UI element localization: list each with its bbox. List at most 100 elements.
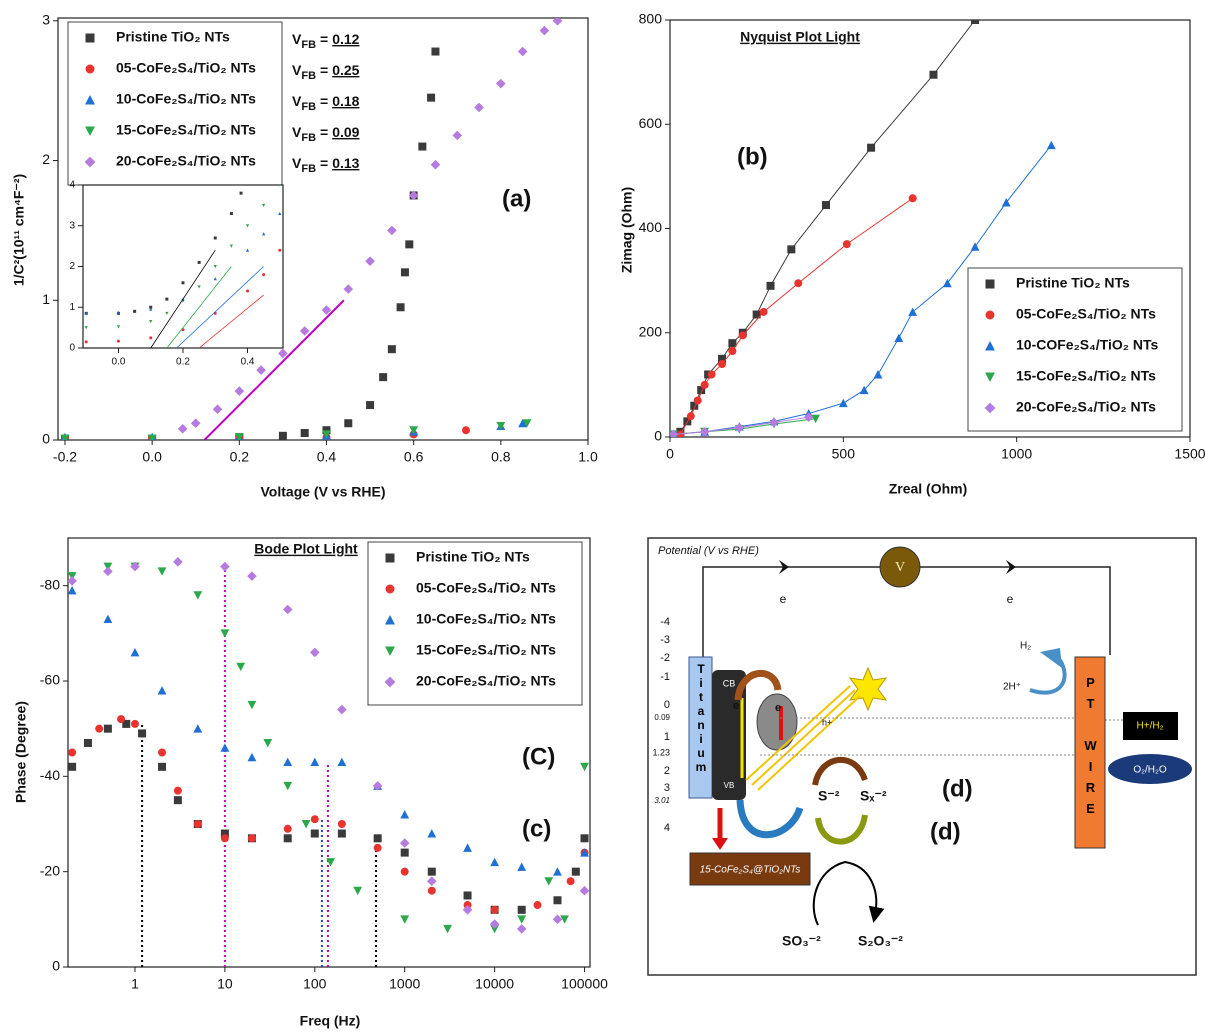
- fit-line: [176, 266, 264, 348]
- electron-transfer: [734, 670, 782, 701]
- marker: [539, 25, 550, 36]
- x-axis-label: Voltage (V vs RHE): [261, 484, 386, 500]
- marker: [283, 757, 293, 767]
- legend-label: 15-CoFe₂S₄/TiO₂ NTs: [1016, 368, 1156, 384]
- marker: [690, 401, 699, 410]
- marker: [157, 686, 167, 695]
- marker: [522, 419, 532, 428]
- legend-label: 05-CoFe₂S₄/TiO₂ NTs: [1016, 306, 1156, 322]
- marker: [867, 143, 876, 152]
- marker: [283, 824, 292, 833]
- marker: [322, 430, 331, 439]
- vfb-symbol: V: [292, 62, 302, 78]
- marker: [229, 212, 233, 216]
- marker: [261, 232, 266, 236]
- scale-label: 0.09: [654, 713, 670, 722]
- marker: [310, 829, 319, 838]
- series-line: [679, 197, 913, 435]
- marker: [400, 268, 409, 277]
- marker: [213, 277, 217, 281]
- marker: [85, 126, 95, 136]
- marker: [366, 401, 375, 410]
- current-arrow: [779, 560, 789, 574]
- marker: [894, 333, 904, 342]
- marker: [95, 724, 104, 733]
- marker: [384, 676, 396, 688]
- vfb-value: 0.13: [332, 155, 359, 171]
- pt-electrode: [1074, 656, 1106, 849]
- marker: [400, 848, 409, 857]
- vfb-annotation: VFB = 0.12: [292, 31, 360, 51]
- redox-cycle: [812, 757, 868, 786]
- marker: [452, 130, 463, 141]
- marker: [326, 858, 336, 867]
- marker: [278, 348, 288, 359]
- legend-label: 10-COFe₂S₄/TiO₂ NTs: [1016, 337, 1159, 353]
- marker: [84, 326, 88, 330]
- marker: [405, 240, 414, 249]
- sun: [848, 666, 888, 712]
- x-tick-label: 1500: [1174, 446, 1205, 462]
- vfb-value: 0.12: [332, 31, 359, 47]
- marker: [970, 242, 980, 251]
- potential-scale: -4 -3 -2 -1 0 0.09 1 1.23 2 3 3.01 4: [652, 616, 670, 834]
- chart-title: Nyquist Plot Light: [740, 29, 860, 45]
- marker: [985, 372, 995, 382]
- current-arrow: [1006, 560, 1016, 574]
- marker: [822, 201, 830, 210]
- scale-label: -3: [660, 634, 670, 646]
- marker: [213, 236, 217, 240]
- marker: [262, 273, 266, 277]
- vfb-annotation: VFB = 0.25: [292, 62, 360, 82]
- y-tick-label: 0: [69, 343, 75, 354]
- marker: [579, 885, 590, 896]
- scale-label: 0: [664, 699, 670, 711]
- marker: [278, 185, 281, 187]
- marker: [728, 346, 737, 355]
- marker: [699, 426, 710, 437]
- marker: [908, 307, 918, 316]
- thiosulfate: S₂O₃⁻²: [858, 933, 903, 949]
- marker: [130, 719, 139, 728]
- marker: [430, 159, 441, 170]
- marker: [173, 786, 182, 795]
- marker: [859, 385, 869, 395]
- marker: [400, 867, 409, 876]
- y-tick-label: 0: [52, 958, 60, 974]
- vfb-subscript: FB: [301, 132, 316, 144]
- marker: [373, 843, 382, 852]
- marker: [426, 876, 437, 886]
- marker: [173, 796, 182, 805]
- fit-line: [203, 299, 345, 440]
- marker: [427, 829, 437, 838]
- legend-frame: [967, 267, 1183, 432]
- marker: [84, 156, 96, 168]
- legend-label: 05-CoFe₂S₄/TiO₂ NTs: [116, 60, 256, 76]
- scale-label: -1: [660, 671, 670, 683]
- marker: [553, 896, 562, 905]
- y-tick-label: 0: [42, 431, 50, 447]
- light-rays: [745, 685, 861, 791]
- marker: [811, 414, 820, 424]
- panel-label: (d): [930, 818, 961, 845]
- marker: [256, 365, 266, 375]
- marker: [197, 260, 201, 264]
- marker: [299, 326, 310, 336]
- marker: [580, 848, 589, 857]
- x-tick-label: 0.4: [317, 449, 337, 465]
- x-tick-label: 0.0: [142, 449, 162, 465]
- marker: [83, 738, 92, 747]
- marker: [229, 244, 234, 248]
- marker: [418, 142, 427, 151]
- x-tick-label: 10000: [475, 976, 514, 992]
- vfb-sign: =: [320, 124, 328, 140]
- fit-line: [166, 266, 232, 348]
- marker: [149, 336, 153, 340]
- legend-label: 20-CoFe₂S₄/TiO₂ NTs: [1016, 399, 1156, 415]
- marker: [300, 429, 309, 438]
- marker: [985, 341, 995, 351]
- semiconductor: [712, 670, 746, 800]
- marker: [553, 867, 562, 876]
- vfb-subscript: FB: [301, 101, 316, 113]
- y-tick-label: 3: [42, 11, 50, 27]
